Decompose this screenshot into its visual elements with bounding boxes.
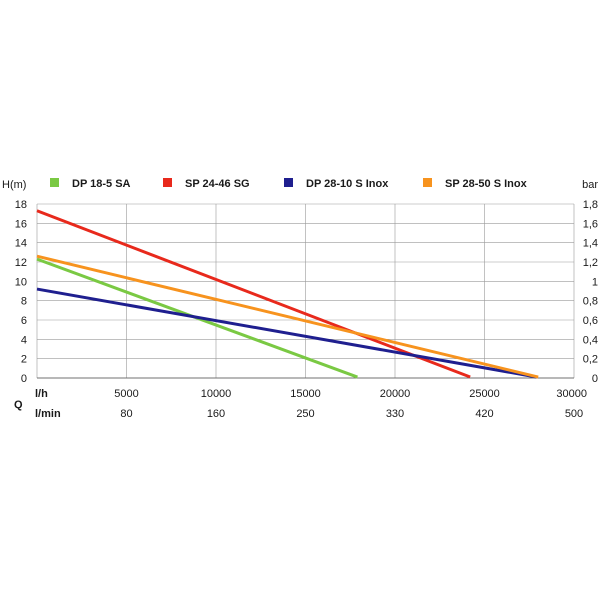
x-tick-lh: 15000 xyxy=(290,388,321,400)
x-tick-lmin: 160 xyxy=(207,408,225,420)
x-tick-lmin: 330 xyxy=(386,408,404,420)
y-axis-title-right: bar xyxy=(582,179,598,191)
x-unit-lmin: l/min xyxy=(35,408,61,420)
legend-label: DP 18-5 SA xyxy=(72,178,131,190)
x-tick-lh: 25000 xyxy=(469,388,500,400)
y-tick-left: 10 xyxy=(15,276,27,288)
y-axis-title-left: H(m) xyxy=(2,179,26,191)
y-tick-right: 1,4 xyxy=(583,238,598,250)
y-tick-left: 12 xyxy=(15,257,27,269)
y-tick-left: 8 xyxy=(21,296,27,308)
series-line xyxy=(36,254,539,379)
x-tick-lh: 10000 xyxy=(201,388,232,400)
x-tick-lmin: 420 xyxy=(475,408,493,420)
legend-swatch xyxy=(50,178,59,187)
y-tick-left: 18 xyxy=(15,199,27,211)
y-tick-left: 6 xyxy=(21,315,27,327)
x-unit-lh: l/h xyxy=(35,388,48,400)
x-tick-lmin: 250 xyxy=(296,408,314,420)
legend-swatch xyxy=(423,178,432,187)
series-layer xyxy=(36,209,539,379)
x-tick-lh: 5000 xyxy=(114,388,138,400)
y-tick-left: 16 xyxy=(15,218,27,230)
y-tick-left: 4 xyxy=(21,334,27,346)
legend-label: SP 28-50 S Inox xyxy=(445,178,528,190)
axis-labels: 0 2 4 6 8 10 12 14 16 18 0 0,2 0,4 0,6 0,8 1 1,2 1,4 1,6 1,… xyxy=(2,179,598,420)
legend-label: SP 24-46 SG xyxy=(185,178,250,190)
grid xyxy=(36,203,575,379)
series-line xyxy=(36,209,471,379)
y-tick-right: 1,2 xyxy=(583,257,598,269)
x-tick-lh: 30000 xyxy=(556,388,587,400)
y-tick-left: 14 xyxy=(15,238,27,250)
legend-swatch xyxy=(163,178,172,187)
y-tick-right: 1 xyxy=(592,276,598,288)
y-tick-right: 0 xyxy=(592,373,598,385)
y-tick-right: 1,8 xyxy=(583,199,598,211)
x-tick-lmin: 500 xyxy=(565,408,583,420)
x-tick-lh: 20000 xyxy=(380,388,411,400)
y-tick-right: 1,6 xyxy=(583,218,598,230)
y-tick-left: 0 xyxy=(21,373,27,385)
y-tick-right: 0,8 xyxy=(583,296,598,308)
x-tick-lmin: 80 xyxy=(120,408,132,420)
legend-label: DP 28-10 S Inox xyxy=(306,178,389,190)
y-tick-right: 0,6 xyxy=(583,315,598,327)
q-label: Q xyxy=(14,399,23,411)
legend: DP 18-5 SA SP 24-46 SG DP 28-10 S Inox SP 2… xyxy=(50,178,528,190)
y-tick-left: 2 xyxy=(21,354,27,366)
y-tick-right: 0,2 xyxy=(583,354,598,366)
legend-swatch xyxy=(284,178,293,187)
y-tick-right: 0,4 xyxy=(583,334,598,346)
series-line xyxy=(36,287,537,379)
